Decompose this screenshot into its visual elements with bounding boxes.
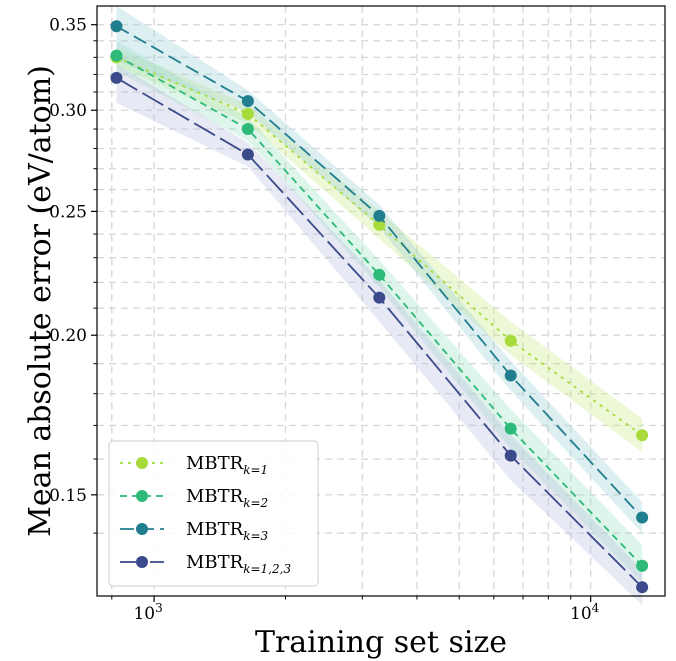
confidence-band-2 xyxy=(116,40,643,583)
data-point-series-4 xyxy=(110,71,123,84)
data-point-series-2 xyxy=(504,422,517,435)
series-line-1 xyxy=(116,56,643,437)
data-point-series-4 xyxy=(241,148,254,161)
legend-marker-1 xyxy=(136,457,148,469)
legend-label-3: MBTRk=3 xyxy=(186,519,269,543)
data-point-series-3 xyxy=(241,95,254,108)
y-tick-label: 0.30 xyxy=(49,101,87,121)
data-point-series-4 xyxy=(373,291,386,304)
data-point-series-1 xyxy=(373,218,386,231)
y-tick-label: 0.25 xyxy=(49,202,87,222)
confidence-bands xyxy=(116,6,643,605)
legend-subscript: k=1 xyxy=(243,463,268,477)
y-axis-title: Mean absolute error (eV/atom) xyxy=(23,65,58,537)
confidence-band-4 xyxy=(116,64,643,605)
data-point-series-3 xyxy=(504,369,517,382)
y-tick-label: 0.20 xyxy=(49,326,87,346)
confidence-band-3 xyxy=(116,6,643,534)
y-tick-label: 0.35 xyxy=(49,16,87,36)
x-tick-label: 104 xyxy=(570,601,600,624)
x-tick-label: 103 xyxy=(133,601,162,624)
data-point-series-1 xyxy=(241,107,254,120)
data-point-series-3 xyxy=(373,209,386,222)
data-point-series-4 xyxy=(504,449,517,462)
data-point-series-2 xyxy=(373,268,386,281)
legend-marker-3 xyxy=(136,523,148,535)
legend-subscript: k=3 xyxy=(243,529,268,543)
data-point-series-3 xyxy=(110,20,123,33)
data-point-series-3 xyxy=(636,511,649,524)
data-point-series-2 xyxy=(241,123,254,136)
grid-layer xyxy=(97,6,665,596)
axis-ticks: 103 104 0.15 0.20 0.25 0.30 0.35 xyxy=(49,16,600,624)
x-tick-exponent: 4 xyxy=(592,601,600,615)
legend-subscript: k=2 xyxy=(243,496,268,510)
legend-marker-4 xyxy=(136,556,148,568)
legend-marker-2 xyxy=(136,490,148,502)
data-point-series-4 xyxy=(636,581,649,594)
x-axis-title: Training set size xyxy=(255,625,507,660)
series-lines xyxy=(110,20,649,594)
data-point-series-1 xyxy=(504,334,517,347)
confidence-band-1 xyxy=(116,47,643,453)
data-point-series-2 xyxy=(636,559,649,572)
data-point-series-2 xyxy=(110,49,123,62)
series-line-2 xyxy=(116,54,643,567)
legend-subscript: k=1,2,3 xyxy=(243,562,291,576)
legend-box xyxy=(108,440,319,587)
x-tick-exponent: 3 xyxy=(155,601,163,615)
y-tick-label: 0.15 xyxy=(49,486,87,506)
plot-area-frame xyxy=(96,5,666,597)
data-point-series-1 xyxy=(636,429,649,442)
